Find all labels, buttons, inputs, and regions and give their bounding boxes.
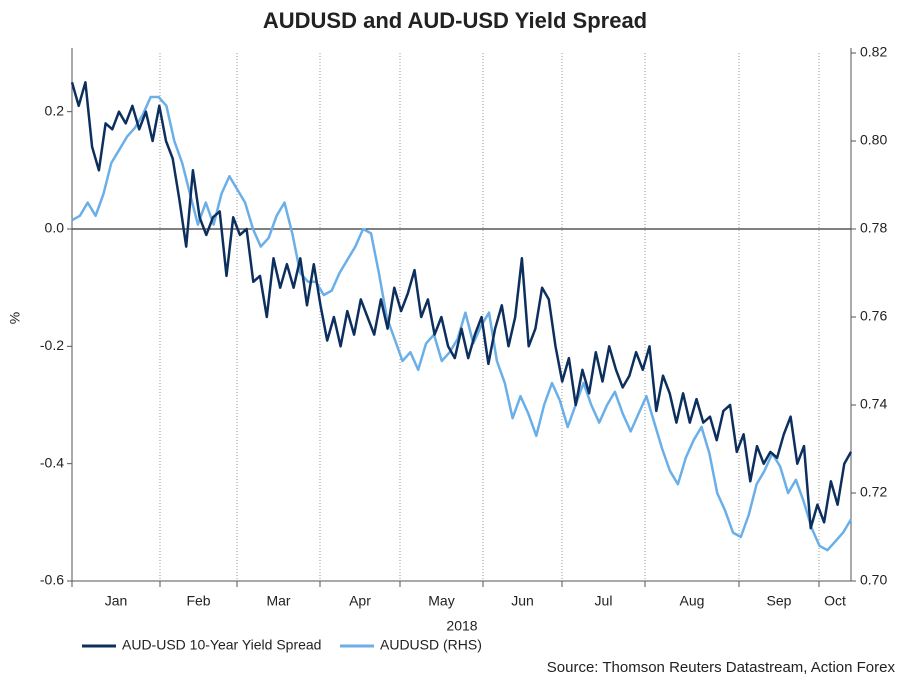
x-tick-label: Oct xyxy=(824,593,846,609)
y2-tick-label: 0.82 xyxy=(860,44,887,60)
x-axis-label: 2018 xyxy=(446,618,477,634)
y2-tick-label: 0.80 xyxy=(860,132,887,148)
y-tick-label: 0.0 xyxy=(45,220,65,236)
x-tick-label: Apr xyxy=(349,593,371,609)
x-tick-label: Jul xyxy=(595,593,613,609)
x-tick-label: Jun xyxy=(511,593,534,609)
y2-tick-label: 0.72 xyxy=(860,484,887,500)
y-axis-label: % xyxy=(7,312,23,324)
y-tick-label: 0.2 xyxy=(45,102,65,118)
chart-title: AUDUSD and AUD-USD Yield Spread xyxy=(263,8,647,33)
y-tick-label: -0.4 xyxy=(40,454,64,470)
y2-tick-label: 0.70 xyxy=(860,572,887,588)
y2-tick-label: 0.76 xyxy=(860,308,887,324)
x-tick-label: May xyxy=(428,593,454,609)
legend-label: AUDUSD (RHS) xyxy=(380,637,482,653)
x-tick-label: Mar xyxy=(266,593,290,609)
series-line xyxy=(70,81,853,530)
y2-tick-label: 0.78 xyxy=(860,220,887,236)
x-tick-label: Aug xyxy=(680,593,705,609)
legend-label: AUD-USD 10-Year Yield Spread xyxy=(122,637,321,653)
y-tick-label: -0.2 xyxy=(40,337,64,353)
y-tick-label: -0.6 xyxy=(40,572,64,588)
x-tick-label: Jan xyxy=(105,593,128,609)
series-line xyxy=(71,95,853,552)
x-tick-label: Feb xyxy=(186,593,210,609)
x-tick-label: Sep xyxy=(767,593,792,609)
y2-tick-label: 0.74 xyxy=(860,396,887,412)
source: Source: Thomson Reuters Datastream, Acti… xyxy=(547,659,896,676)
